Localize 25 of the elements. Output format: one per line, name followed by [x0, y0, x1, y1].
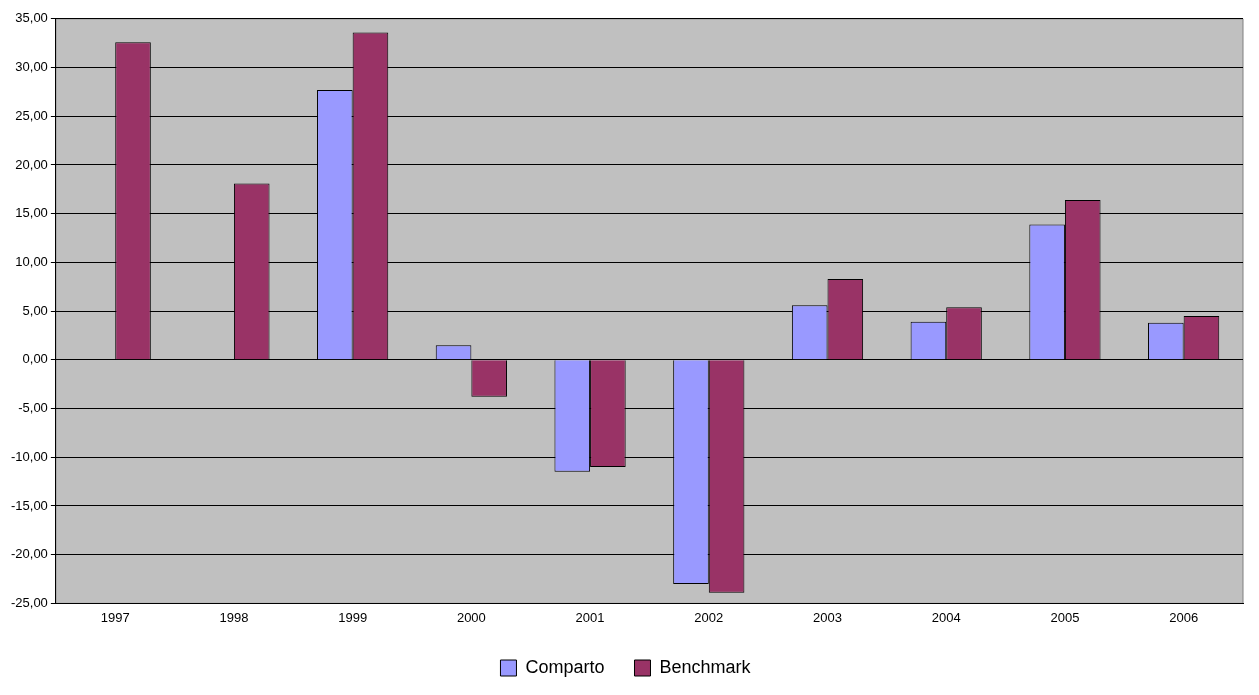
- y-tick-label: -20,00: [10, 546, 48, 562]
- x-tick-label: 2001: [575, 609, 605, 625]
- legend-label: Comparto: [525, 656, 605, 677]
- y-tick-label: 10,00: [15, 253, 48, 269]
- x-tick-label: 2004: [931, 609, 961, 625]
- y-tick-label: 5,00: [22, 302, 48, 318]
- x-tick-label: 2002: [694, 609, 724, 625]
- y-tick-label: 20,00: [15, 156, 48, 172]
- y-tick-label: -25,00: [10, 594, 48, 610]
- x-tick-label: 1999: [338, 609, 368, 625]
- y-tick-label: 35,00: [15, 10, 48, 26]
- x-tick-label: 1997: [100, 609, 130, 625]
- x-tick-label: 2003: [813, 609, 842, 625]
- x-tick-label: 2005: [1050, 609, 1080, 625]
- x-tick-label: 2000: [456, 609, 486, 625]
- y-tick-label: -10,00: [10, 448, 48, 464]
- y-tick-label: 15,00: [15, 205, 48, 221]
- y-tick-label: 25,00: [15, 107, 48, 123]
- x-tick-label: 2006: [1169, 609, 1199, 625]
- y-tick-label: 30,00: [15, 59, 48, 75]
- y-tick-label: -15,00: [10, 497, 48, 513]
- legend-label: Benchmark: [659, 656, 752, 677]
- y-tick-label: 0,00: [22, 351, 48, 367]
- y-tick-label: -5,00: [18, 400, 48, 416]
- x-tick-label: 1998: [219, 609, 249, 625]
